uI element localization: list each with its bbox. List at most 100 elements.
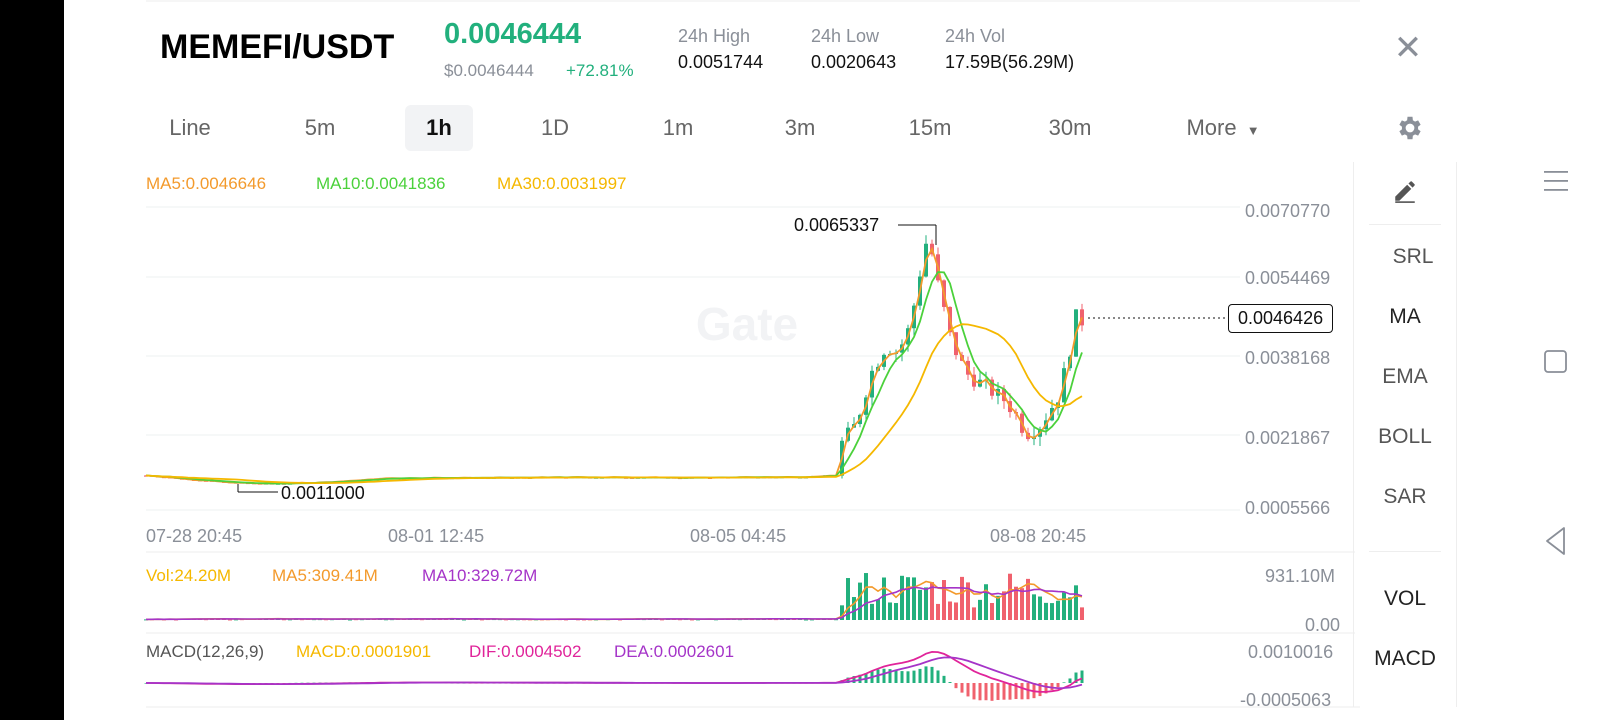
y-tick: 0.0054469	[1245, 268, 1331, 288]
macd-bar	[900, 671, 904, 683]
macd-bar	[936, 670, 940, 683]
tab-1m[interactable]: 1m	[662, 115, 694, 140]
volume-bar	[288, 619, 292, 621]
volume-bar	[912, 577, 916, 620]
volume-bar	[234, 619, 238, 621]
indicator-divider	[1369, 224, 1441, 225]
pencil-icon[interactable]	[1392, 178, 1418, 204]
macd-bar	[1080, 670, 1084, 683]
volume-bar	[894, 603, 898, 620]
volume-bar	[1050, 603, 1054, 620]
macd-bar	[1068, 678, 1072, 683]
macd-bar	[846, 677, 850, 683]
volume-bar	[960, 576, 964, 620]
volume-bar	[840, 605, 844, 620]
volume-bar	[384, 619, 388, 621]
macd-bar	[1044, 683, 1048, 694]
indicator-ema[interactable]: EMA	[1382, 365, 1428, 388]
left-black-edge	[0, 0, 64, 720]
volume-bar	[1044, 602, 1048, 620]
indicator-srl[interactable]: SRL	[1392, 245, 1434, 268]
vol-ma10-legend: MA10:329.72M	[422, 566, 538, 585]
tab-5m[interactable]: 5m	[304, 115, 336, 140]
macd-bar	[1020, 683, 1024, 700]
macd-bar	[882, 668, 886, 683]
macd-bar	[942, 675, 946, 683]
indicator-vol[interactable]: VOL	[1383, 587, 1427, 610]
macd-bar	[990, 683, 994, 701]
recent-apps-icon[interactable]	[1543, 349, 1569, 375]
macd-bar	[858, 674, 862, 683]
macd-bar	[906, 671, 910, 683]
indicator-macd[interactable]: MACD	[1374, 647, 1436, 670]
volume-bar	[1074, 585, 1078, 620]
volume-bar	[966, 582, 970, 620]
macd-bar	[948, 682, 952, 683]
macd-bar	[924, 666, 928, 683]
back-icon[interactable]	[1543, 526, 1569, 556]
volume-bar	[1062, 592, 1066, 620]
tab-1h[interactable]: 1h	[405, 105, 473, 151]
volume-bar	[900, 575, 904, 620]
macd-bar	[984, 683, 988, 701]
ma10-legend: MA10:0.0041836	[316, 174, 446, 193]
y-tick: 0.0038168	[1245, 348, 1331, 368]
volume-bar	[936, 603, 940, 620]
volume-bar	[1056, 600, 1060, 620]
macd-name-legend: MACD(12,26,9)	[146, 642, 265, 661]
volume-bar	[864, 573, 868, 620]
macd-bar	[1014, 683, 1018, 700]
indicator-sar[interactable]: SAR	[1383, 485, 1427, 508]
gate-watermark: Gate	[696, 298, 798, 350]
price-change: +72.81%	[566, 61, 634, 80]
macd-bar	[888, 669, 892, 683]
stat-value-low: 0.0020643	[811, 52, 897, 72]
x-tick: 08-01 12:45	[388, 526, 485, 546]
tab-1d[interactable]: 1D	[540, 115, 570, 140]
volume-bar	[1080, 607, 1084, 620]
macd-dif-legend: DIF:0.0004502	[469, 642, 582, 661]
gear-icon[interactable]	[1395, 113, 1425, 143]
macd-dea-line	[146, 656, 1083, 690]
macd-bar	[960, 683, 964, 693]
tab-30m[interactable]: 30m	[1048, 115, 1092, 140]
tab-3m[interactable]: 3m	[784, 115, 816, 140]
tab-line[interactable]: Line	[169, 115, 211, 140]
y-tick: 0.0070770	[1245, 201, 1331, 221]
menu-icon[interactable]	[1543, 168, 1569, 194]
indicator-boll[interactable]: BOLL	[1378, 425, 1432, 448]
volume-bar	[1038, 596, 1042, 620]
volume-bar	[846, 578, 850, 620]
volume-bar	[852, 597, 856, 620]
volume-bar	[420, 619, 424, 621]
volume-bar	[948, 601, 952, 620]
volume-bar	[984, 584, 988, 620]
macd-bar	[1008, 683, 1012, 700]
macd-bar	[1026, 683, 1030, 700]
volume-bar	[954, 602, 958, 620]
volume-bar	[978, 599, 982, 620]
macd-bar	[1002, 683, 1006, 700]
kline-chart[interactable]: Gate	[0, 0, 1360, 720]
volume-bar	[924, 587, 928, 620]
volume-bar	[1032, 594, 1036, 620]
volume-bar	[858, 582, 862, 620]
ma30-line	[145, 323, 1083, 484]
volume-bar	[1014, 586, 1018, 620]
volume-bar	[804, 619, 808, 621]
volume-bar	[942, 580, 946, 620]
volume-bar	[1008, 573, 1012, 620]
macd-bar	[930, 666, 934, 683]
tab-15m[interactable]: 15m	[908, 115, 952, 140]
macd-bar	[966, 683, 970, 697]
volume-bar	[996, 595, 1000, 620]
indicator-ma[interactable]: MA	[1389, 305, 1421, 328]
macd-value-legend: MACD:0.0001901	[296, 642, 432, 661]
indicator-panel: SRL MA EMA BOLL SAR VOL MACD	[1353, 162, 1457, 707]
close-icon[interactable]: ✕	[1393, 29, 1423, 67]
macd-bar	[954, 683, 958, 689]
tab-more-label: More	[1186, 115, 1237, 140]
volume-bar	[810, 619, 814, 621]
tab-more[interactable]: More ▼	[1175, 105, 1271, 151]
macd-bar	[1050, 683, 1054, 691]
